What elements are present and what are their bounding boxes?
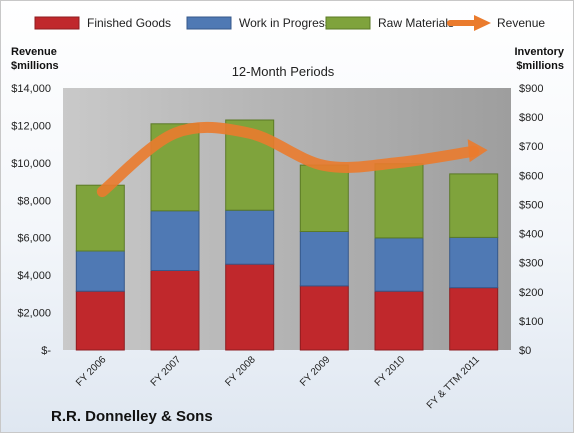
- bar-raw-materials: [75, 184, 125, 252]
- right-tick-label: $100: [519, 316, 543, 328]
- x-tick-label: FY 2009: [298, 354, 333, 389]
- x-axis-ticks: FY 2006 FY 2007 FY 2008 FY 2009 FY 2010 FY & …: [74, 354, 482, 411]
- left-tick-label: $4,000: [17, 270, 51, 282]
- legend: Finished Goods Work in Progress Raw Mate…: [34, 15, 545, 31]
- right-axis-ticks: $0 $100 $200 $300 $400 $500 $600 $700 $800 $900: [519, 83, 543, 357]
- right-tick-label: $500: [519, 199, 543, 211]
- left-axis-ticks: $- $2,000 $4,000 $6,000 $8,000 $10,000 $12,000…: [11, 83, 51, 357]
- legend-label-revenue: Revenue: [497, 16, 545, 30]
- bar-finished-goods: [150, 270, 200, 351]
- x-tick-label: FY 2007: [149, 354, 184, 389]
- bar-work-in-progress: [150, 210, 200, 272]
- bar-work-in-progress: [75, 250, 125, 292]
- right-tick-label: $300: [519, 258, 543, 270]
- legend-swatch-work-in-progress: [186, 16, 232, 30]
- x-tick-label: FY 2008: [223, 354, 258, 389]
- legend-swatch-finished-goods: [34, 16, 80, 30]
- bar-work-in-progress: [374, 237, 424, 292]
- left-tick-label: $-: [41, 345, 51, 357]
- bar-finished-goods: [225, 263, 275, 351]
- right-tick-label: $200: [519, 287, 543, 299]
- left-tick-label: $12,000: [11, 120, 51, 132]
- legend-swatch-raw-materials: [325, 16, 371, 30]
- plot-area: [63, 88, 511, 350]
- bar-finished-goods: [449, 287, 499, 351]
- left-tick-label: $8,000: [17, 195, 51, 207]
- revenue-line: [96, 121, 480, 198]
- right-tick-label: $800: [519, 112, 543, 124]
- left-axis-title-line1: Revenue: [11, 46, 57, 58]
- right-axis-title-line1: Inventory: [514, 46, 564, 58]
- left-tick-label: $6,000: [17, 233, 51, 245]
- left-tick-label: $14,000: [11, 83, 51, 95]
- x-tick-label: FY 2006: [74, 354, 109, 389]
- right-tick-label: $700: [519, 141, 543, 153]
- x-tick-label: FY 2010: [373, 354, 408, 389]
- bar-work-in-progress: [299, 231, 349, 287]
- left-tick-label: $10,000: [11, 158, 51, 170]
- left-tick-label: $2,000: [17, 308, 51, 320]
- bar-finished-goods: [75, 290, 125, 351]
- right-axis-title-line2: $millions: [516, 60, 564, 72]
- right-tick-label: $600: [519, 170, 543, 182]
- bar-raw-materials: [374, 163, 424, 239]
- company-name: R.R. Donnelley & Sons: [51, 408, 213, 425]
- chart-subtitle: 12-Month Periods: [232, 64, 335, 79]
- bar-work-in-progress: [225, 209, 275, 265]
- legend-label-finished-goods: Finished Goods: [87, 16, 171, 30]
- left-axis-title-line2: $millions: [11, 60, 59, 72]
- revenue-arrowhead: [467, 139, 488, 163]
- x-tick-label: FY & TTM 2011: [425, 354, 482, 411]
- right-tick-label: $0: [519, 345, 531, 357]
- right-tick-label: $900: [519, 83, 543, 95]
- legend-label-raw-materials: Raw Materials: [378, 16, 454, 30]
- bar-raw-materials: [299, 164, 349, 233]
- bar-work-in-progress: [449, 236, 499, 289]
- legend-label-work-in-progress: Work in Progress: [239, 16, 331, 30]
- bar-finished-goods: [299, 285, 349, 351]
- revenue-line-group: [96, 121, 488, 198]
- bar-finished-goods: [374, 290, 424, 351]
- right-tick-label: $400: [519, 229, 543, 241]
- bar-raw-materials: [449, 173, 499, 238]
- legend-swatch-revenue: [447, 15, 491, 31]
